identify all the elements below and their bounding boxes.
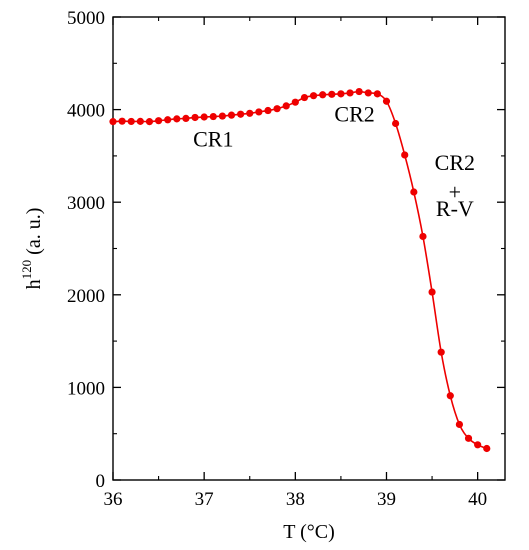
- y-tick-label: 0: [96, 471, 106, 492]
- data-point: [464, 434, 473, 442]
- data-point: [127, 117, 135, 126]
- data-point: [246, 109, 254, 117]
- data-point: [346, 89, 354, 97]
- y-tick-label: 2000: [67, 286, 105, 307]
- data-point: [419, 232, 427, 241]
- data-point: [164, 116, 172, 124]
- data-point: [182, 114, 190, 122]
- data-point: [355, 87, 363, 96]
- data-point: [373, 90, 381, 98]
- data-point: [401, 151, 409, 159]
- labels-layer: 36 37 38 39 40 0 1000 2000 3000 4000 5000: [67, 8, 487, 510]
- x-tick-label: 40: [468, 489, 487, 510]
- y-axis-title: h120 (a. u.): [19, 208, 45, 290]
- data-point: [410, 188, 418, 196]
- data-point: [337, 90, 345, 98]
- y-tick-label: 5000: [67, 8, 105, 29]
- annotation-cr2b: CR2: [435, 150, 475, 175]
- data-point: [291, 98, 299, 106]
- y-axis-title-rest: (a. u.): [23, 208, 45, 260]
- y-tick-label: 3000: [67, 193, 105, 214]
- x-tick-label: 39: [377, 489, 396, 510]
- data-point: [191, 113, 199, 122]
- x-tick-label: 37: [195, 489, 214, 510]
- data-point: [218, 112, 226, 120]
- data-point: [474, 441, 482, 449]
- x-tick-label: 38: [286, 489, 305, 510]
- y-axis-title-sup: 120: [19, 260, 34, 280]
- data-point: [118, 117, 126, 125]
- annotation-rv: R-V: [436, 196, 474, 221]
- data-point: [437, 348, 445, 356]
- series-line: [112, 90, 488, 450]
- data-point: [319, 91, 327, 99]
- data-point: [300, 93, 309, 102]
- x-tick-label: 36: [104, 489, 123, 510]
- data-point: [392, 119, 400, 128]
- ticks-layer: [112, 16, 505, 481]
- data-point: [309, 92, 318, 100]
- points-layer: [109, 87, 491, 453]
- data-point: [382, 97, 391, 105]
- data-point: [428, 288, 436, 296]
- annotations-layer: CR1 CR2 CR2 +R-V: [193, 102, 475, 221]
- plot-frame: [112, 16, 506, 481]
- annotation-cr1: CR1: [193, 127, 233, 152]
- annotation-cr2: CR2: [334, 102, 374, 127]
- data-point: [136, 117, 144, 125]
- data-point: [273, 105, 281, 113]
- data-point: [227, 111, 236, 119]
- data-point: [237, 110, 245, 118]
- data-point: [455, 420, 464, 429]
- x-axis-title: T (°C): [283, 521, 335, 543]
- data-point: [145, 118, 154, 126]
- data-point: [200, 113, 208, 121]
- data-point: [173, 115, 181, 123]
- data-point: [364, 89, 372, 97]
- data-point: [483, 444, 491, 453]
- data-point: [255, 108, 263, 116]
- data-point: [282, 102, 290, 110]
- data-point: [209, 112, 217, 121]
- data-point: [154, 117, 163, 125]
- y-tick-label: 1000: [67, 378, 105, 399]
- y-tick-label: 4000: [67, 101, 105, 122]
- data-point: [446, 392, 454, 400]
- data-point: [328, 90, 336, 98]
- annotation-plus: +: [449, 179, 461, 204]
- data-point: [109, 118, 117, 126]
- data-point: [264, 106, 272, 115]
- y-axis-title-base: h: [23, 279, 45, 289]
